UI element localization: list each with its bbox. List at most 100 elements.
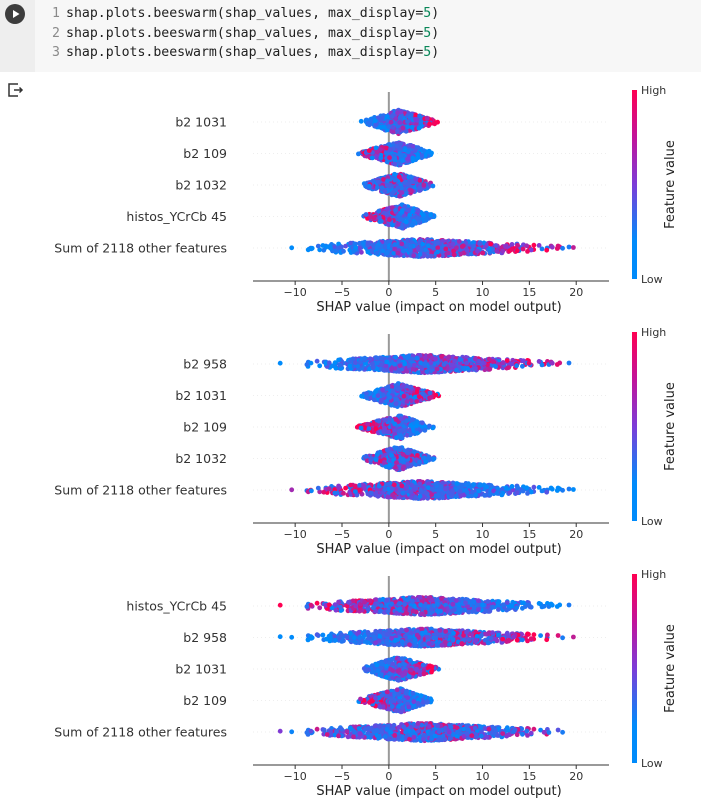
swarm-point [361,241,366,246]
feature-swarm [361,202,436,230]
swarm-point [397,174,402,179]
swarm-point [525,249,530,254]
swarm-point [521,358,526,363]
swarm-point [421,148,426,153]
swarm-point [414,117,419,122]
line-number: 1 [40,4,60,24]
swarm-point [392,172,397,177]
feature-swarm [355,414,436,442]
swarm-point [393,178,398,183]
swarm-point [367,426,372,431]
swarm-point [414,177,419,182]
swarm-point [376,179,381,184]
swarm-point [403,204,408,209]
swarm-point [359,119,364,124]
colorbar-low-label: Low [641,273,663,286]
feature-swarm [289,237,575,259]
swarm-point [336,358,341,363]
swarm-point [411,425,416,430]
feature-label: b2 1031 [175,388,227,403]
swarm-point [460,244,465,249]
swarm-point [429,360,434,365]
swarm-point [416,208,421,213]
swarm-point [432,456,437,461]
swarm-point [385,160,390,165]
swarm-point [379,362,384,367]
swarm-point [544,248,549,253]
swarm-point [422,456,427,461]
swarm-point [435,241,440,246]
swarm-point [375,185,380,190]
feature-label: b2 1031 [175,115,227,130]
swarm-point [408,244,413,249]
swarm-point [386,430,391,435]
swarm-point [393,355,398,360]
feature-label: b2 1032 [175,451,227,466]
swarm-point [396,185,401,190]
swarm-point [537,359,542,364]
swarm-point [391,125,396,130]
code-text: shap.plots.beeswarm(shap_values, max_dis… [66,45,423,60]
swarm-point [391,190,396,195]
swarm-point [454,245,459,250]
swarm-point [487,246,492,251]
swarm-point [429,254,434,259]
feature-swarm [361,445,436,472]
swarm-point [415,356,420,361]
swarm-point [383,417,388,422]
swarm-point [387,124,392,129]
swarm-point [509,247,514,252]
swarm-point [396,214,401,219]
swarm-point [393,208,398,213]
swarm-point [457,239,462,244]
swarm-point [493,364,498,369]
swarm-point [347,364,352,369]
swarm-point [405,124,410,129]
code-text: ) [431,6,439,21]
x-tick-label: 20 [569,286,583,299]
x-tick-label: −5 [334,286,350,299]
swarm-point [391,389,396,394]
swarm-point [359,250,364,255]
swarm-point [447,355,452,360]
swarm-point [417,114,422,119]
feature-label: b2 109 [183,146,227,161]
swarm-point [495,249,500,254]
feature-label: b2 958 [183,357,227,372]
swarm-point [430,245,435,250]
code-cell[interactable]: 1 shap.plots.beeswarm(shap_values, max_di… [0,0,701,72]
swarm-point [315,359,320,364]
swarm-point [500,249,505,254]
run-cell-button[interactable] [5,4,25,24]
swarm-point [334,366,339,371]
swarm-point [389,367,394,372]
swarm-point [556,244,561,249]
swarm-point [404,418,409,423]
swarm-point [429,212,434,217]
swarm-point [550,245,555,250]
code-editor[interactable]: 1 shap.plots.beeswarm(shap_values, max_di… [40,4,439,63]
swarm-point [374,251,379,256]
swarm-point [409,125,414,130]
swarm-point [410,223,415,228]
swarm-point [405,119,410,124]
swarm-point [524,243,529,248]
swarm-point [443,247,448,252]
swarm-point [338,363,343,368]
swarm-point [310,246,315,251]
swarm-point [385,114,390,119]
swarm-point [371,216,376,221]
swarm-point [379,356,384,361]
swarm-point [384,364,389,369]
swarm-point [413,148,418,153]
swarm-point [384,368,389,373]
swarm-point [567,245,572,250]
x-tick-label: 10 [476,286,490,299]
swarm-point [454,368,459,373]
swarm-point [400,158,405,163]
swarm-point [401,464,406,469]
x-tick-label: 15 [522,286,536,299]
swarm-point [450,363,455,368]
swarm-point [367,184,372,189]
